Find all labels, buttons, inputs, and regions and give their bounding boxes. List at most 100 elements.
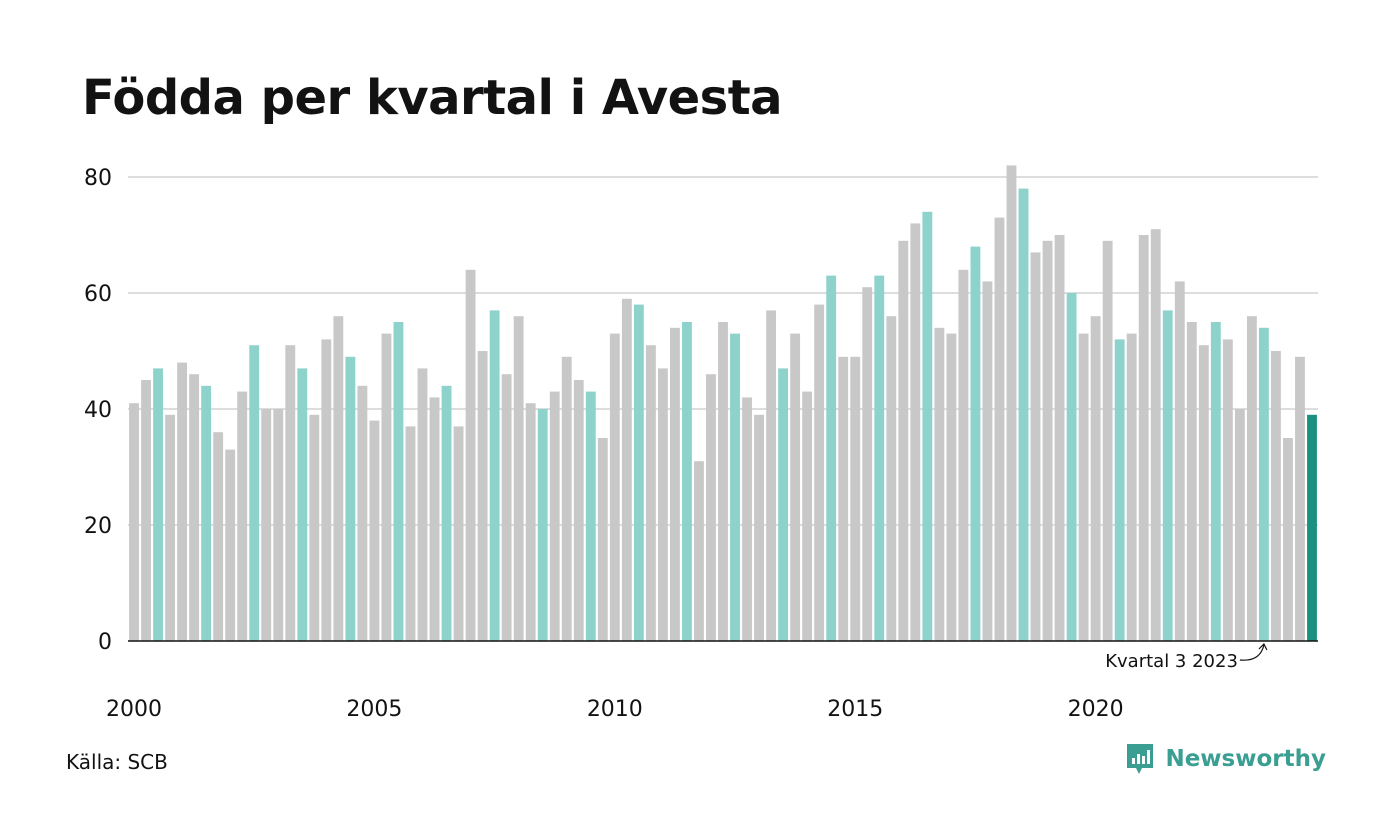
bar-2019-k2 (1054, 235, 1065, 641)
bar-2014-k2 (814, 304, 825, 641)
bar-2001-k3 (201, 385, 212, 641)
bar-2011-k3 (682, 322, 692, 641)
bar-2015-k1 (850, 356, 861, 641)
bar-2021-k3 (1162, 310, 1173, 641)
bar-2019-k1 (1042, 240, 1053, 642)
bar-2009-k4 (597, 438, 608, 641)
bar-2008-k2 (525, 403, 536, 641)
y-tick-label: 60 (84, 282, 112, 307)
bar-2005-k4 (405, 426, 416, 641)
bar-2018-k1 (994, 217, 1005, 641)
bar-2007-k1 (465, 269, 476, 641)
bar-2010-k2 (621, 298, 632, 641)
bar-2019-k4 (1078, 333, 1089, 641)
y-tick-label: 80 (84, 166, 112, 191)
bar-2000-k2 (141, 380, 151, 641)
bar-2023-k1 (1234, 409, 1245, 641)
brand[interactable]: Newsworthy (1125, 742, 1326, 776)
bar-2022-k1 (1186, 322, 1197, 641)
bar-2006-k2 (429, 397, 440, 641)
bar-2000-k3 (153, 368, 163, 641)
bar-2024-k3 (1307, 414, 1317, 641)
bar-2022-k3 (1210, 322, 1221, 641)
bar-2021-k2 (1150, 229, 1161, 641)
bar-2006-k4 (453, 426, 464, 641)
bar-2018-k3 (1018, 188, 1029, 641)
bar-2010-k1 (609, 333, 620, 641)
bar-2020-k4 (1126, 333, 1137, 641)
bar-2018-k2 (1006, 165, 1017, 641)
annotation-label: Kvartal 3 2023 (1105, 651, 1238, 672)
y-tick-label: 40 (84, 398, 112, 423)
bar-2015-k3 (874, 275, 885, 641)
bar-2003-k4 (309, 414, 320, 641)
bar-2012-k4 (742, 397, 752, 641)
bar-2012-k3 (730, 333, 740, 641)
bar-2008-k1 (513, 316, 524, 641)
bar-2002-k2 (237, 391, 248, 641)
bar-2014-k1 (802, 391, 813, 641)
latest-annotation: Kvartal 3 2023 (1105, 642, 1268, 672)
bars (129, 165, 1317, 642)
x-tick-label: 2020 (1068, 697, 1124, 722)
x-tick-label: 2000 (106, 697, 162, 722)
bar-2001-k2 (189, 374, 200, 641)
bar-2011-k2 (669, 327, 680, 641)
bar-2013-k3 (778, 368, 789, 641)
bar-2001-k1 (177, 362, 188, 641)
bar-2000-k1 (129, 403, 139, 641)
bar-2002-k1 (225, 449, 236, 641)
chart-title: Födda per kvartal i Avesta (82, 70, 783, 126)
bar-chart: 0 20 40 60 80 2000 2005 2010 2015 2020 Kvartal 3… (84, 165, 1318, 722)
bar-2007-k3 (489, 310, 500, 641)
bar-2004-k4 (357, 385, 368, 641)
bar-2023-k4 (1271, 351, 1281, 641)
bar-2017-k2 (958, 269, 969, 641)
newsworthy-logo-icon (1127, 744, 1154, 774)
y-tick-label: 0 (98, 630, 112, 655)
bar-2016-k1 (898, 240, 909, 642)
bar-2020-k2 (1102, 240, 1113, 642)
bar-2016-k3 (922, 211, 933, 642)
bar-2007-k2 (477, 351, 488, 641)
bar-2022-k4 (1222, 339, 1233, 641)
bar-2001-k4 (213, 432, 224, 641)
bar-2005-k3 (393, 322, 404, 641)
bar-2017-k3 (970, 246, 981, 641)
bar-2016-k4 (934, 327, 945, 641)
bar-2011-k4 (694, 461, 704, 641)
bar-2008-k3 (537, 409, 548, 641)
bar-2006-k3 (441, 385, 452, 641)
bar-2023-k3 (1258, 327, 1269, 641)
bar-2003-k1 (273, 409, 284, 641)
bar-2009-k1 (561, 356, 572, 641)
source-label: Källa: SCB (66, 750, 168, 774)
bar-2007-k4 (501, 374, 512, 641)
bar-2023-k2 (1246, 316, 1257, 641)
bar-2015-k4 (886, 316, 897, 641)
bar-2011-k1 (657, 368, 668, 641)
bar-2013-k2 (766, 310, 777, 641)
bar-2024-k2 (1295, 356, 1305, 641)
bar-2002-k3 (249, 345, 260, 641)
bar-2010-k4 (645, 345, 656, 641)
bar-2004-k1 (321, 339, 332, 641)
bar-2018-k4 (1030, 252, 1041, 641)
bar-2012-k2 (718, 322, 728, 641)
bar-2022-k2 (1198, 345, 1209, 641)
bar-2012-k1 (706, 374, 716, 641)
bar-2010-k3 (633, 304, 644, 641)
bar-2020-k3 (1114, 339, 1125, 641)
bar-2008-k4 (549, 391, 560, 641)
bar-2016-k2 (910, 223, 921, 641)
x-tick-label: 2005 (346, 697, 402, 722)
bar-2014-k4 (838, 356, 849, 641)
bar-2004-k3 (345, 356, 356, 641)
bar-2006-k1 (417, 368, 428, 641)
x-axis-ticks: 2000 2005 2010 2015 2020 (106, 697, 1124, 722)
bar-2004-k2 (333, 316, 344, 641)
bar-2009-k3 (585, 391, 596, 641)
bar-2002-k4 (261, 409, 272, 641)
bar-2017-k1 (946, 333, 957, 641)
bar-2000-k4 (165, 414, 175, 641)
